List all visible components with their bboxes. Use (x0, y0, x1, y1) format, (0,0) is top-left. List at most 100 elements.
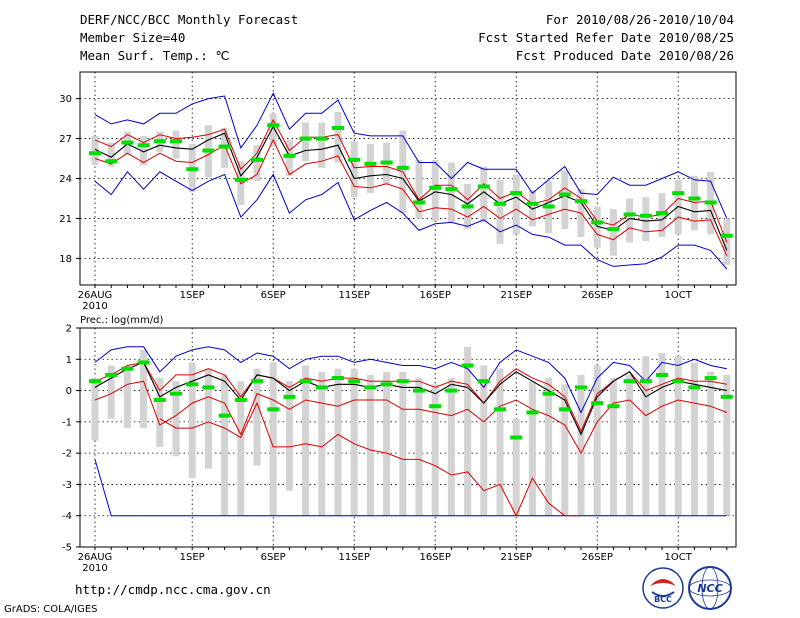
temp-ensemble-box (366, 143, 374, 194)
precip-member-marker (315, 385, 328, 390)
precip-ensemble-box (140, 349, 148, 429)
temp-xtick-label: 16SEP (419, 290, 450, 301)
precip-ensemble-box (107, 365, 115, 419)
temp-ensemble-box (690, 175, 698, 231)
temp-member-marker (364, 161, 377, 166)
start-refer-date: Fcst Started Refer Date 2010/08/25 (478, 30, 734, 45)
temp-xtick-label: 11SEP (338, 290, 369, 301)
precip-ensemble-box (415, 378, 423, 516)
temp-ensemble-box (334, 111, 342, 163)
precip-ensemble-box (431, 384, 439, 516)
temp-xtick-label: 1OCT (665, 290, 693, 301)
temp-member-marker (267, 123, 280, 128)
precip-ytick-label: -3 (62, 480, 72, 491)
ncc-logo-text: NCC (697, 582, 722, 595)
temp-ensemble-box (642, 197, 650, 242)
temp-member-marker (413, 200, 425, 205)
precip-year-label: 2010 (82, 563, 107, 574)
temp-member-marker (234, 177, 247, 182)
precip-xtick-label: 6SEP (261, 552, 286, 563)
variable-label: Mean Surf. Temp.: ℃ (80, 48, 230, 63)
member-size: Member Size=40 (80, 30, 186, 45)
precip-ensemble-box (609, 378, 617, 516)
precip-member-marker (348, 379, 361, 384)
temp-ensemble-box (561, 170, 569, 230)
precip-ensemble-box (642, 356, 650, 516)
temp-ensemble-box (253, 145, 261, 182)
temp-year-label: 2010 (82, 301, 107, 312)
temp-member-marker (170, 139, 182, 144)
precip-member-marker (558, 407, 571, 412)
bcc-logo-text: BCC (654, 595, 672, 604)
temp-member-marker (477, 184, 490, 189)
temp-ytick-label: 24 (59, 174, 72, 185)
precip-max-line (94, 346, 727, 414)
precip-xtick-label: 1SEP (180, 552, 205, 563)
precip-member-marker (396, 379, 409, 384)
temp-min-line (94, 171, 728, 270)
precip-member-marker (153, 397, 166, 402)
precip-member-marker (704, 376, 717, 381)
temp-member-marker (558, 192, 571, 197)
temp-member-marker (202, 148, 215, 153)
temp-ensemble-box (172, 130, 180, 159)
precip-ytick-label: 1 (66, 355, 72, 366)
temp-ensemble-box (107, 142, 115, 167)
precip-title: Prec.: log(mm/d) (80, 315, 163, 326)
precip-member-marker (607, 404, 620, 409)
precip-ensemble-box (707, 371, 715, 516)
precip-ytick-label: -1 (62, 417, 72, 428)
precip-member-marker (332, 376, 344, 381)
footer-url[interactable]: http://cmdp.ncc.cma.gov.cn (75, 582, 271, 597)
precip-ensemble-box (253, 368, 261, 466)
temp-member-marker (137, 143, 150, 148)
precip-member-marker (283, 394, 296, 399)
temp-member-marker (121, 140, 134, 145)
temp-ensemble-box (269, 113, 277, 147)
temp-member-marker (429, 185, 442, 190)
precip-min-line (94, 459, 727, 517)
precip-ensemble-box (545, 378, 553, 516)
temperature-panel: 18 21 24 27 30 26AUG 1SEP 6SEP 11SEP 16SEP 21SEP 26… (59, 71, 737, 312)
temp-member-marker (186, 167, 199, 172)
temp-member-marker (704, 200, 717, 205)
temp-member-marker (332, 125, 344, 130)
temp-ensemble-box (447, 162, 455, 223)
precip-ytick-label: 0 (66, 386, 72, 397)
precip-ensemble-box (237, 381, 245, 516)
temp-xtick-label: 26AUG (78, 290, 113, 301)
temp-member-marker (315, 136, 328, 141)
precip-ensemble-box (334, 368, 342, 516)
precip-member-marker (656, 372, 668, 377)
precip-member-marker (218, 413, 231, 418)
precip-member-marker (413, 388, 425, 393)
temp-member-marker (218, 144, 231, 149)
precip-ensemble-box (512, 418, 520, 516)
precip-ensemble-box (269, 362, 277, 516)
temp-member-marker (396, 165, 409, 170)
precip-member-marker (477, 379, 490, 384)
temp-ytick-label: 21 (59, 214, 72, 225)
precip-xtick-label: 21SEP (500, 552, 531, 563)
temp-member-marker (299, 136, 312, 141)
precip-ensemble-box (318, 371, 326, 516)
temp-lower-spread-line (94, 138, 728, 256)
precip-member-marker (623, 379, 636, 384)
precip-member-marker (364, 385, 377, 390)
precip-ensemble-box (447, 378, 455, 516)
precip-member-marker (542, 391, 555, 396)
precip-member-marker (380, 382, 393, 387)
precip-ensemble-box (528, 381, 536, 516)
precip-ensemble-box (172, 381, 180, 457)
precip-member-marker (461, 363, 474, 368)
temp-ytick-label: 30 (59, 94, 72, 105)
temp-member-marker (639, 213, 652, 218)
precip-ensemble-box (464, 346, 472, 516)
precip-member-marker (688, 385, 701, 390)
precip-ensemble-box (674, 356, 682, 516)
precip-ensemble-box (350, 368, 358, 516)
temp-ensemble-box (496, 179, 504, 244)
temp-ensemble-mean-line (94, 125, 728, 251)
temp-member-marker (575, 199, 587, 204)
